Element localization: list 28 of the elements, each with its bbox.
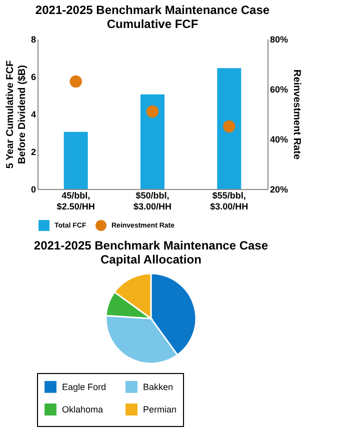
y2-tick-label: 20% <box>270 184 288 194</box>
y-axis-title: 5 Year Cumulative FCF Before Dividend ($B) <box>4 60 28 169</box>
point <box>146 105 159 118</box>
x-tick-label: 45/bbl, $2.50/HH <box>56 190 95 212</box>
point <box>70 75 82 88</box>
legend-label: Eagle Ford <box>62 382 106 392</box>
x-tick-label: $55/bbl, $3.00/HH <box>210 190 248 212</box>
bar <box>217 68 242 189</box>
text: 2021-2025 Benchmark Maintenance Case <box>35 3 270 17</box>
legend-label: Bakken <box>143 382 174 392</box>
y2-tick-label: 80% <box>270 34 288 44</box>
x-tick-label: $50/bbl, $3.00/HH <box>133 190 172 212</box>
text: Cumulative FCF <box>106 17 198 31</box>
text: Capital Allocation <box>100 252 202 266</box>
y-tick-label: 2 <box>30 147 36 157</box>
bar <box>64 132 88 189</box>
text: 2021-2025 Benchmark Maintenance Case <box>34 238 268 252</box>
y2-axis-title: Reinvestment Rate <box>291 69 302 160</box>
legend-label: Permian <box>143 404 177 414</box>
y-tick-label: 6 <box>30 72 36 82</box>
y-tick-label: 8 <box>30 34 36 44</box>
y2-tick-label: 60% <box>270 84 288 94</box>
point <box>223 120 236 133</box>
y-tick-label: 0 <box>30 184 36 194</box>
y2-tick-label: 40% <box>270 134 288 144</box>
bar <box>140 94 164 189</box>
legend-label: Oklahoma <box>62 404 104 414</box>
y-tick-label: 4 <box>30 110 36 120</box>
